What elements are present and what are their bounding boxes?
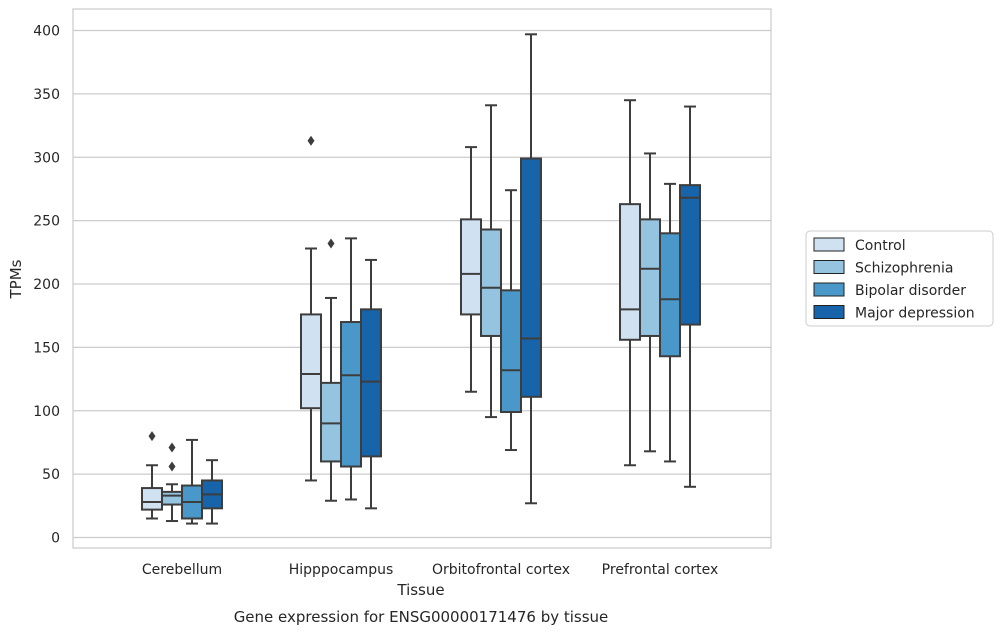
box-schizophrenia-0 (161, 442, 183, 523)
y-tick-label: 200 (33, 277, 60, 293)
box-control-0 (141, 431, 163, 520)
box-schizophrenia-1 (320, 238, 342, 502)
outlier-point (168, 442, 176, 453)
box-iqr (659, 232, 681, 358)
legend-swatch (813, 260, 845, 274)
y-tick-label: 300 (33, 150, 60, 166)
x-tick-labels: Cerebellum Hipppocampus Orbitofrontal cort… (142, 562, 718, 578)
figure-caption: Gene expression for ENSG00000171476 by t… (234, 608, 609, 626)
y-tick-label: 400 (33, 24, 60, 40)
y-tick-label: 150 (33, 340, 60, 356)
box-iqr (141, 487, 163, 511)
legend-label: Schizophrenia (855, 261, 953, 277)
y-tick-label: 50 (42, 467, 60, 483)
y-tick-label: 0 (51, 531, 60, 547)
box-schizophrenia-3 (639, 152, 661, 453)
x-tick-label: Orbitofrontal cortex (432, 562, 570, 578)
x-tick-label: Prefrontal cortex (602, 562, 719, 578)
box-layer (141, 33, 701, 525)
y-tick-label: 350 (33, 87, 60, 103)
box-iqr (679, 184, 701, 326)
legend-swatch (813, 237, 845, 252)
outlier-point (307, 135, 315, 146)
box-iqr (300, 313, 322, 410)
box-major-depression-1 (360, 258, 382, 510)
y-tick-label: 100 (33, 404, 60, 420)
box-iqr (460, 218, 482, 316)
box-major-depression-3 (679, 105, 701, 488)
box-bipolar-disorder-2 (500, 189, 522, 452)
legend-frame (805, 230, 994, 327)
legend-swatch (813, 305, 845, 319)
box-iqr (320, 381, 342, 463)
outlier-point (168, 461, 176, 472)
x-tick-label: Cerebellum (142, 562, 222, 578)
x-axis-label: Tissue (396, 581, 444, 599)
x-tick-label: Hipppocampus (289, 562, 394, 578)
box-bipolar-disorder-1 (340, 237, 362, 501)
legend: Control Schizophrenia Bipolar disorder Majo… (805, 230, 994, 327)
y-tick-labels: 0 50 100 150 200 250 300 350 400 (33, 24, 60, 547)
box-iqr (340, 321, 362, 468)
box-control-2 (460, 146, 482, 393)
outlier-point (327, 238, 335, 249)
box-control-1 (300, 135, 322, 482)
grid-layer (73, 29, 771, 539)
box-major-depression-0 (201, 459, 223, 525)
legend-label: Control (855, 238, 906, 254)
box-iqr (161, 490, 183, 506)
outlier-point (148, 431, 156, 442)
box-iqr (520, 157, 542, 398)
box-bipolar-disorder-3 (659, 182, 681, 463)
legend-label: Bipolar disorder (855, 283, 966, 299)
box-iqr (639, 218, 661, 337)
legend-label: Major depression (855, 306, 975, 322)
box-schizophrenia-2 (480, 104, 502, 419)
box-bipolar-disorder-0 (181, 438, 203, 525)
legend-swatch (813, 282, 845, 297)
box-iqr (360, 308, 382, 458)
box-major-depression-2 (520, 33, 542, 505)
plot-frame (72, 8, 772, 549)
y-axis-label: TPMs (7, 259, 25, 299)
box-iqr (619, 203, 641, 341)
box-iqr (500, 289, 522, 414)
y-tick-label: 250 (33, 214, 60, 230)
box-iqr (480, 228, 502, 337)
